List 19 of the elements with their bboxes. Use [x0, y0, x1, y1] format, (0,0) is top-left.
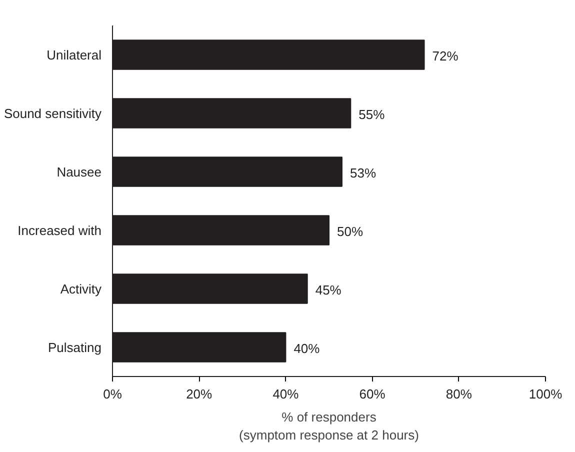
- y-tick-label: Nausee: [56, 164, 102, 180]
- data-label: 50%: [337, 224, 364, 239]
- x-tick-label: 80%: [446, 386, 472, 402]
- data-label: 40%: [294, 340, 320, 356]
- x-tick-label: 100%: [528, 386, 563, 402]
- data-label: 72%: [432, 48, 459, 64]
- data-label: 53%: [350, 165, 376, 180]
- y-tick-label: Unilateral: [46, 47, 102, 62]
- x-tick-label: 20%: [186, 386, 213, 402]
- x-tick-label: 40%: [272, 386, 300, 402]
- x-tick-label: 60%: [359, 386, 386, 402]
- x-tick-label: 0%: [103, 386, 122, 402]
- y-tick-label: Pulsating: [48, 340, 102, 355]
- y-tick-label: Sound sensitivity: [4, 106, 102, 121]
- x-axis-title: % of responders (symptom response at 2 hours): [239, 410, 419, 442]
- data-label: 55%: [358, 106, 386, 122]
- y-tick-label: Activity: [60, 281, 102, 296]
- y-tick-label: Increased with: [18, 222, 102, 238]
- data-label: 45%: [315, 282, 342, 298]
